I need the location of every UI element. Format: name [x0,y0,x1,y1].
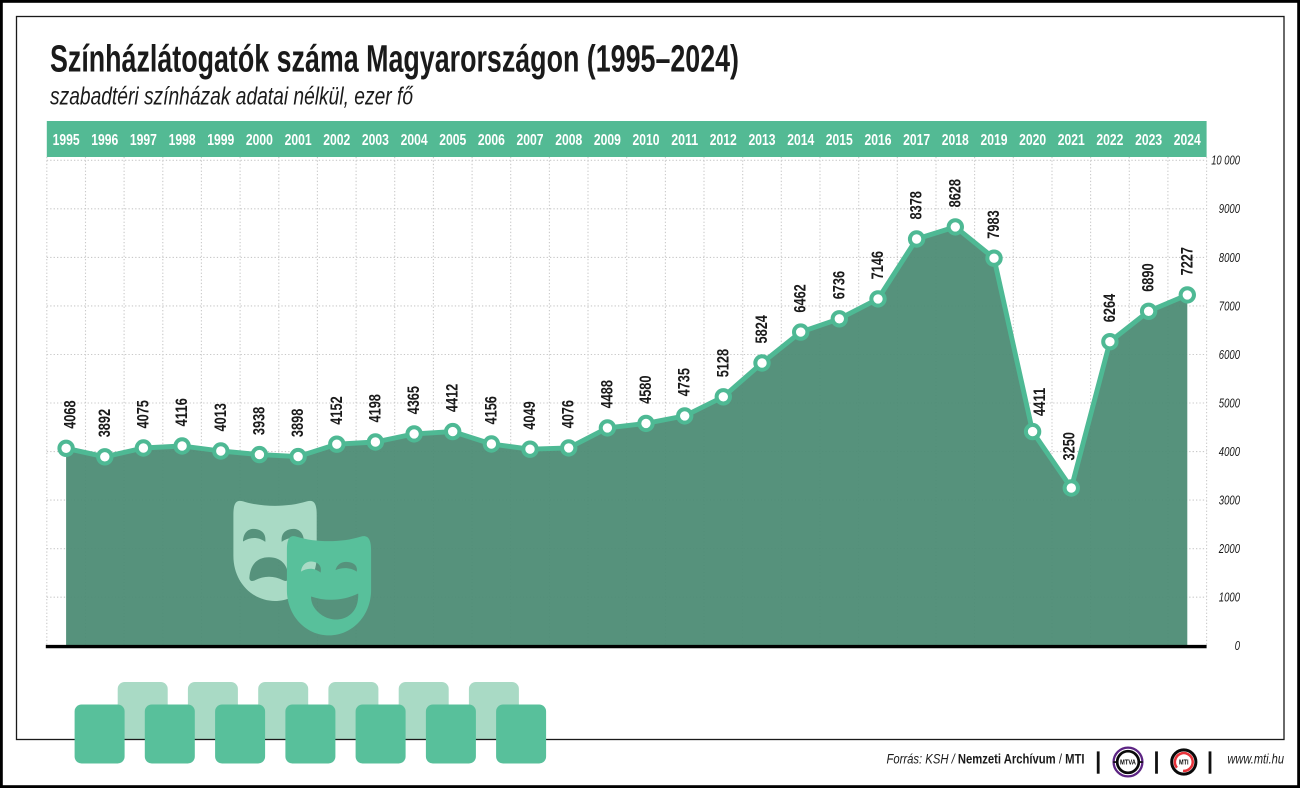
svg-text:2000: 2000 [246,132,273,149]
svg-text:2021: 2021 [1058,132,1085,149]
svg-text:1000: 1000 [1219,591,1240,605]
svg-text:4013: 4013 [212,403,230,431]
svg-text:3000: 3000 [1219,494,1240,508]
svg-text:www.mti.hu: www.mti.hu [1227,752,1284,767]
svg-text:4068: 4068 [62,400,80,428]
svg-text:1995: 1995 [53,132,80,149]
svg-text:2024: 2024 [1174,132,1201,149]
svg-text:2020: 2020 [1019,132,1046,149]
svg-text:6736: 6736 [830,271,848,299]
svg-text:10 000: 10 000 [1211,154,1240,168]
svg-text:2012: 2012 [710,132,737,149]
svg-text:3938: 3938 [250,407,268,435]
svg-text:7983: 7983 [985,210,1003,238]
svg-text:2003: 2003 [362,132,389,149]
svg-text:2000: 2000 [1218,542,1240,556]
svg-text:7000: 7000 [1219,299,1240,313]
svg-text:1999: 1999 [207,132,234,149]
svg-text:5824: 5824 [753,314,771,343]
svg-text:4735: 4735 [676,368,694,396]
svg-text:7146: 7146 [869,251,887,279]
svg-text:2017: 2017 [903,132,930,149]
svg-text:2011: 2011 [671,132,698,149]
svg-text:MTVA: MTVA [1120,758,1136,767]
svg-text:4116: 4116 [173,398,191,426]
svg-text:2004: 2004 [401,132,428,149]
svg-text:2005: 2005 [439,132,466,149]
svg-text:4076: 4076 [560,400,578,428]
svg-text:6890: 6890 [1140,263,1158,291]
svg-text:4000: 4000 [1219,445,1240,459]
svg-text:4075: 4075 [134,400,152,428]
svg-text:4488: 4488 [598,380,616,408]
svg-text:4198: 4198 [366,394,384,422]
svg-text:9000: 9000 [1219,202,1240,216]
svg-text:3898: 3898 [289,409,307,437]
svg-text:2010: 2010 [633,132,660,149]
svg-text:2007: 2007 [517,132,544,149]
svg-text:8000: 8000 [1219,251,1240,265]
svg-text:4411: 4411 [1031,388,1049,416]
svg-text:6264: 6264 [1101,293,1119,322]
svg-text:Forrás: KSH / Nemzeti Archívum: Forrás: KSH / Nemzeti Archívum / MTI [887,752,1085,767]
svg-text:8628: 8628 [946,179,964,207]
svg-text:4156: 4156 [482,396,500,424]
svg-text:2008: 2008 [555,132,582,149]
svg-text:5128: 5128 [714,349,732,377]
svg-text:2018: 2018 [942,132,969,149]
svg-text:2014: 2014 [787,132,814,149]
svg-text:6462: 6462 [792,284,810,312]
svg-text:1998: 1998 [169,132,196,149]
svg-text:2006: 2006 [478,132,505,149]
svg-text:szabadtéri színházak adatai né: szabadtéri színházak adatai nélkül, ezer… [50,83,414,111]
svg-text:0: 0 [1235,639,1240,653]
svg-text:3892: 3892 [96,409,114,437]
svg-text:7227: 7227 [1178,247,1196,275]
svg-text:4580: 4580 [637,375,655,403]
svg-text:4049: 4049 [521,401,539,429]
svg-text:2015: 2015 [826,132,853,149]
svg-text:2023: 2023 [1135,132,1162,149]
svg-text:Színházlátogatók száma Magyaro: Színházlátogatók száma Magyarországon (1… [50,39,739,81]
svg-text:8378: 8378 [908,191,926,219]
svg-text:2002: 2002 [323,132,350,149]
svg-text:5000: 5000 [1219,396,1240,410]
svg-text:4412: 4412 [444,384,462,412]
svg-text:1997: 1997 [130,132,157,149]
svg-text:2009: 2009 [594,132,621,149]
svg-text:3250: 3250 [1060,432,1078,460]
svg-text:2019: 2019 [981,132,1008,149]
svg-text:1996: 1996 [91,132,118,149]
svg-text:4152: 4152 [328,396,346,424]
svg-text:2001: 2001 [285,132,312,149]
svg-text:4365: 4365 [405,386,423,414]
svg-text:6000: 6000 [1219,348,1240,362]
svg-text:MTI: MTI [1179,760,1189,767]
svg-text:2016: 2016 [865,132,892,149]
svg-text:2013: 2013 [749,132,776,149]
svg-text:2022: 2022 [1096,132,1123,149]
